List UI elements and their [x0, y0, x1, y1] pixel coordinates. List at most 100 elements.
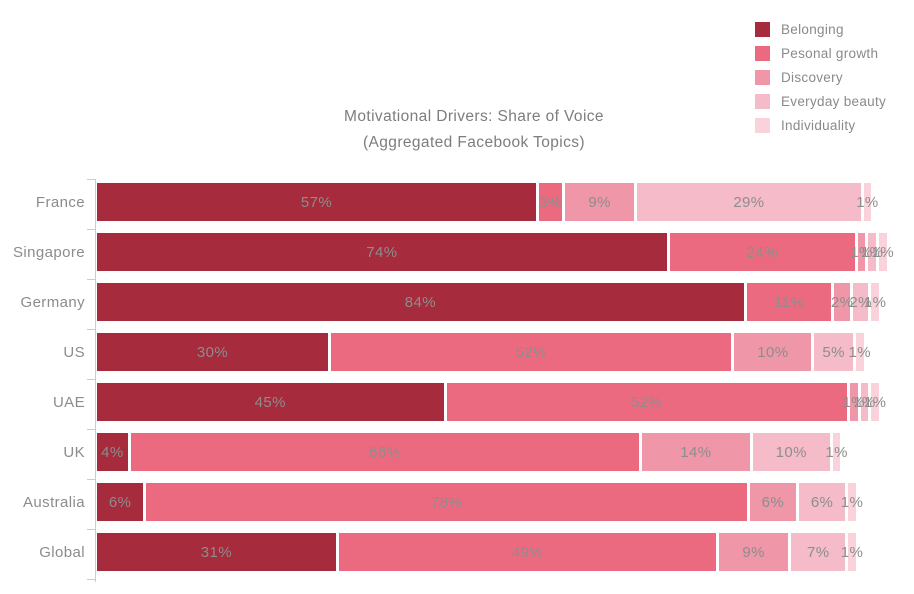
segment-value-label: 1% [860, 243, 884, 261]
segment-value-label: 2% [849, 293, 872, 311]
bar-segment: 78% [146, 483, 747, 521]
bar-segment: 14% [641, 433, 750, 471]
bar-row: 57% 3% 9% 29% 1% [97, 183, 878, 221]
bar-segment: 84% [97, 283, 744, 321]
segment-value-label: 1% [825, 443, 848, 461]
category-label: Germany [20, 293, 85, 311]
bar-row: 4% 66% 14% 10% 1% [97, 433, 847, 471]
bar-segment: 1% [850, 233, 872, 271]
segment-value-label: 4% [101, 443, 124, 461]
segment-value-label: 78% [430, 493, 463, 511]
category-label: UAE [52, 393, 85, 411]
bar-segment: 6% [97, 483, 144, 521]
legend-item: Everyday beauty [755, 89, 886, 113]
segment-value-label: 52% [515, 343, 547, 361]
bar-row: 30% 52% 10% 5% 1% [97, 333, 871, 371]
segment-value-label: 30% [196, 343, 229, 361]
bar-segment: 1% [841, 483, 863, 521]
segment-value-label: 2% [830, 293, 854, 311]
bar-segment: 1% [853, 383, 875, 421]
segment-value-label: 1% [848, 343, 871, 361]
segment-value-label: 24% [746, 243, 778, 261]
segment-value-label: 1% [840, 493, 864, 511]
bar-segment: 29% [637, 183, 861, 221]
category-label: Global [39, 543, 85, 561]
segment-value-label: 6% [810, 493, 834, 511]
legend-swatch-icon [755, 21, 770, 37]
legend-label: Everyday beauty [781, 93, 887, 109]
bar-segment: 10% [752, 433, 830, 471]
segment-value-label: 6% [108, 493, 132, 511]
bar-segment: 57% [97, 183, 536, 221]
segment-value-label: 1% [853, 393, 876, 411]
segment-value-label: 66% [369, 443, 401, 461]
segment-value-label: 31% [200, 543, 232, 561]
y-axis-tick [87, 229, 95, 230]
segment-value-label: 1% [850, 243, 873, 261]
segment-value-label: 1% [871, 243, 895, 261]
bar-segment: 3% [538, 183, 562, 221]
segment-value-label: 1% [856, 193, 879, 211]
y-axis-line [95, 179, 96, 582]
segment-value-label: 1% [840, 543, 864, 561]
bar-segment: 66% [130, 433, 639, 471]
segment-value-label: 10% [757, 343, 789, 361]
bar-row: 84% 11% 2% 2% 1% [97, 283, 886, 321]
segment-value-label: 45% [254, 393, 286, 411]
bar-segment: 2% [831, 283, 853, 321]
segment-value-label: 1% [863, 293, 887, 311]
y-axis-tick [87, 279, 95, 280]
bar-segment: 31% [97, 533, 336, 571]
segment-value-label: 29% [733, 193, 765, 211]
bar-segment: 11% [746, 283, 832, 321]
y-axis-tick [87, 529, 95, 530]
bar-segment: 45% [97, 383, 444, 421]
segment-value-label: 57% [300, 193, 333, 211]
y-axis-tick [87, 379, 95, 380]
segment-value-label: 74% [366, 243, 398, 261]
segment-value-label: 5% [822, 343, 845, 361]
category-label: Singapore [13, 243, 85, 261]
chart-title: Motivational Drivers: Share of Voice (Ag… [224, 104, 724, 156]
legend-swatch-icon [755, 45, 770, 61]
bar-segment: 5% [814, 333, 853, 371]
bar-segment: 52% [446, 383, 847, 421]
bar-segment: 1% [864, 383, 886, 421]
bar-segment: 24% [669, 233, 855, 271]
category-label: Australia [23, 493, 85, 511]
bar-segment: 1% [849, 333, 871, 371]
segment-value-label: 1% [863, 393, 887, 411]
bar-segment: 1% [864, 283, 886, 321]
category-label: UK [63, 443, 85, 461]
legend-label: Individuality [781, 117, 856, 133]
legend-label: Discovery [781, 69, 843, 85]
legend-swatch-icon [755, 93, 770, 109]
legend-label: Pesonal growth [781, 45, 879, 61]
bar-segment: 49% [338, 533, 716, 571]
segment-value-label: 84% [404, 293, 437, 311]
bar-segment: 1% [861, 233, 883, 271]
bar-segment: 10% [734, 333, 812, 371]
segment-value-label: 14% [680, 443, 712, 461]
bar-row: 45% 52% 1% 1% 1% [97, 383, 886, 421]
segment-value-label: 9% [742, 543, 765, 561]
segment-value-label: 52% [631, 393, 663, 411]
legend-swatch-icon [755, 69, 770, 85]
bar-segment: 1% [841, 533, 863, 571]
legend-item: Individuality [755, 113, 886, 137]
legend-item: Belonging [755, 17, 886, 41]
bar-segment: 6% [749, 483, 796, 521]
bar-segment: 52% [331, 333, 732, 371]
bar-segment: 9% [564, 183, 635, 221]
bar-segment: 9% [718, 533, 789, 571]
legend-item: Pesonal growth [755, 41, 886, 65]
bar-segment: 2% [849, 283, 871, 321]
y-axis-tick [87, 479, 95, 480]
category-label: France [35, 193, 85, 211]
legend-swatch-icon [755, 117, 770, 133]
segment-value-label: 6% [761, 493, 785, 511]
legend: Belonging Pesonal growth Discovery Everyday… [755, 17, 886, 137]
segment-value-label: 1% [842, 393, 865, 411]
bar-segment: 1% [856, 183, 878, 221]
segment-value-label: 10% [775, 443, 807, 461]
